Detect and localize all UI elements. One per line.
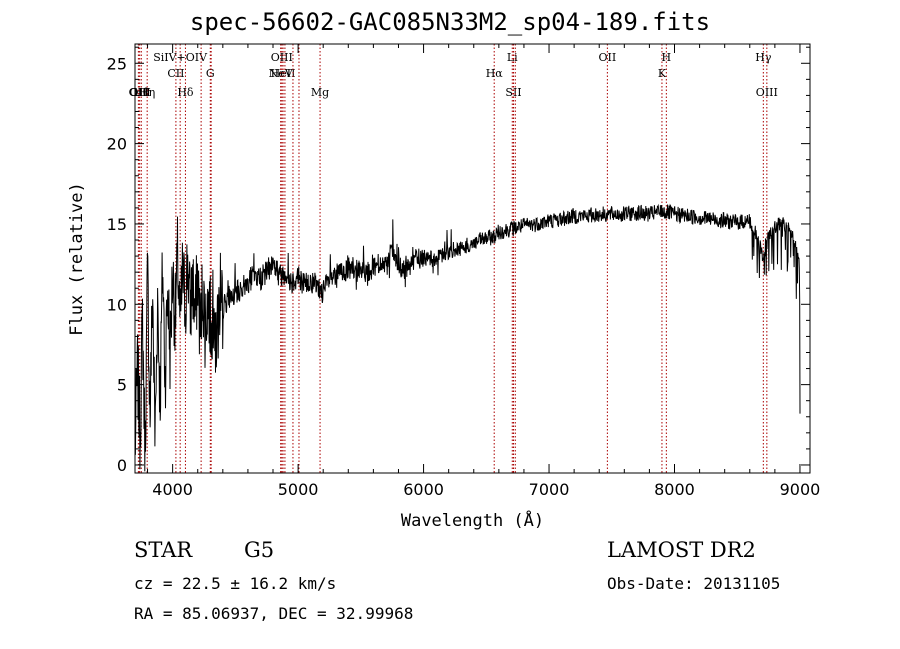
line-label: G [206,67,215,80]
spectrum-line [134,203,801,472]
line-label: Hγ [755,51,772,64]
x-tick-label: 5000 [278,480,319,499]
y-axis-label: Flux (relative) [67,182,87,336]
line-label: SII [505,86,521,99]
y-tick-label: 15 [107,215,127,234]
line-label: OIII [271,51,293,64]
y-tick-label: 0 [117,456,127,475]
line-label: OIII [129,86,151,99]
y-tick-label: 25 [107,54,127,73]
observation-date: Obs-Date: 20131105 [607,574,781,593]
x-tick-label: 6000 [403,480,444,499]
line-label: HeII [271,67,296,80]
line-label: NeV [269,67,294,80]
x-tick-label: 9000 [780,480,821,499]
line-label: Hα [486,67,504,80]
survey-name: LAMOST DR2 [607,538,756,562]
line-label: OII [130,86,148,99]
data-layer [134,203,801,472]
line-label: SiIV+OIV [153,51,208,64]
x-tick-label: 4000 [152,480,193,499]
line-label: H [662,51,672,64]
chart-title: spec-56602-GAC085N33M2_sp04-189.fits [189,8,711,36]
y-tick-label: 10 [107,295,127,314]
plot-frame [134,43,811,474]
line-label: OIII [756,86,778,99]
object-class: STAR [134,538,193,562]
line-label: OII [599,51,617,64]
line-label: CII [167,67,184,80]
line-label: K [658,67,667,80]
x-tick-label: 7000 [529,480,570,499]
line-label: Hδ [177,86,194,99]
y-tick-label: 20 [107,135,127,154]
y-tick-label: 5 [117,376,127,395]
spectral-subclass: G5 [244,538,275,562]
axes: 4000 5000 6000 7000 8000 9000 0 5 10 15 20 25 [107,43,821,499]
line-label: Mg [311,86,329,99]
line-label: Hη [139,86,155,99]
redshift-readout: cz = 22.5 ± 16.2 km/s [134,574,337,593]
x-axis-label: Wavelength (Å) [400,511,545,531]
coordinates-readout: RA = 85.06937, DEC = 32.99968 [134,604,414,623]
x-tick-label: 8000 [654,480,695,499]
line-label: Li [507,51,518,64]
